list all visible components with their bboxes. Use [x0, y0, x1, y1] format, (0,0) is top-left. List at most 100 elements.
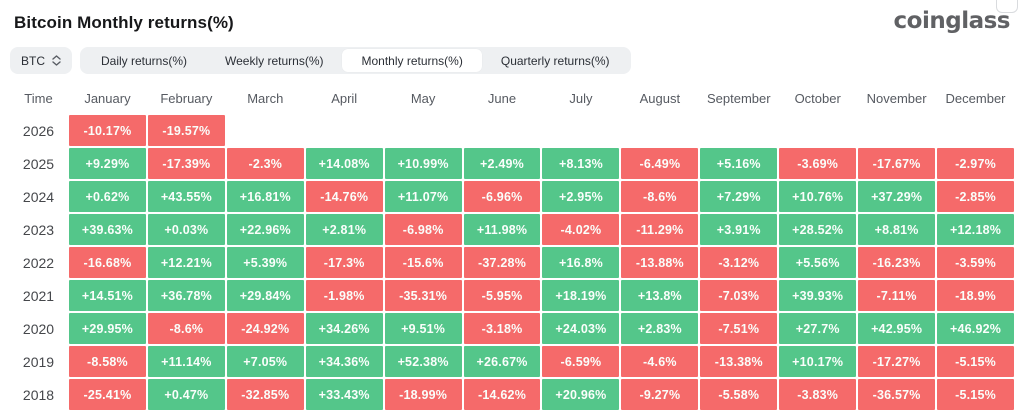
- col-header-december: December: [945, 90, 1006, 106]
- return-cell: [542, 115, 619, 146]
- tab-monthly-returns[interactable]: Monthly returns(%): [342, 49, 482, 73]
- return-cell: +0.47%: [147, 379, 225, 411]
- return-cell: +9.51%: [384, 313, 462, 345]
- return-cell: [937, 115, 1014, 146]
- return-cell: +39.93%: [779, 280, 857, 312]
- return-cell: +2.49%: [463, 148, 541, 180]
- return-cell: +24.03%: [542, 313, 620, 345]
- year-label-2018: 2018: [22, 386, 55, 403]
- return-cell: [227, 115, 304, 146]
- return-cell: -6.49%: [621, 148, 699, 180]
- return-cell: -8.6%: [621, 181, 699, 213]
- return-cell: -5.15%: [937, 346, 1014, 378]
- return-cell: -4.02%: [542, 214, 620, 246]
- return-cell: -24.92%: [226, 313, 304, 345]
- col-header-august: August: [639, 90, 681, 106]
- return-cell: [306, 115, 383, 146]
- return-cell: -2.3%: [226, 148, 304, 180]
- return-cell: -25.41%: [69, 379, 146, 411]
- return-cell: -17.27%: [858, 346, 936, 378]
- return-cell: +22.96%: [226, 214, 304, 246]
- return-cell: +10.76%: [779, 181, 857, 213]
- return-cell: -2.97%: [937, 148, 1014, 180]
- return-cell: +11.98%: [463, 214, 541, 246]
- return-cell: +10.17%: [779, 346, 857, 378]
- return-cell: -6.98%: [384, 214, 462, 246]
- return-cell: +14.08%: [305, 148, 383, 180]
- return-cell: +36.78%: [147, 280, 225, 312]
- return-cell: +5.56%: [779, 247, 857, 279]
- col-header-july: July: [569, 90, 593, 106]
- return-cell: -18.9%: [937, 280, 1014, 312]
- return-cell: [700, 115, 777, 146]
- return-cell: [858, 115, 935, 146]
- return-cell: -36.57%: [858, 379, 936, 411]
- tab-group: Daily returns(%) Weekly returns(%) Monthly…: [80, 47, 631, 75]
- year-label-2023: 2023: [22, 221, 55, 238]
- return-cell: +5.39%: [226, 247, 304, 279]
- return-cell: -35.31%: [384, 280, 462, 312]
- return-cell: +39.63%: [69, 214, 146, 246]
- returns-table: Time January February March April May June July…: [0, 83, 1024, 411]
- return-cell: -10.17%: [69, 115, 146, 147]
- return-cell: +42.95%: [858, 313, 936, 345]
- corner-icon[interactable]: [996, 0, 1018, 13]
- coinglass-logo[interactable]: coinglass: [893, 8, 1011, 34]
- return-cell: +26.67%: [463, 346, 541, 378]
- return-cell: -17.39%: [147, 148, 225, 180]
- return-cell: +14.51%: [69, 280, 146, 312]
- return-cell: +46.92%: [937, 313, 1014, 345]
- year-label-2024: 2024: [22, 188, 55, 205]
- return-cell: [779, 115, 856, 146]
- return-cell: +12.18%: [937, 214, 1014, 246]
- return-cell: -4.6%: [621, 346, 699, 378]
- return-cell: -32.85%: [226, 379, 304, 411]
- return-cell: +2.81%: [305, 214, 383, 246]
- return-cell: +29.95%: [69, 313, 146, 345]
- return-cell: -5.15%: [937, 379, 1014, 411]
- return-cell: +29.84%: [226, 280, 304, 312]
- return-cell: -14.76%: [305, 181, 383, 213]
- return-cell: -3.12%: [700, 247, 778, 279]
- return-cell: +7.05%: [226, 346, 304, 378]
- year-label-2021: 2021: [22, 287, 55, 304]
- col-header-time: Time: [24, 90, 53, 106]
- return-cell: [385, 115, 462, 146]
- return-cell: -14.62%: [463, 379, 541, 411]
- return-cell: +34.36%: [305, 346, 383, 378]
- return-cell: -8.6%: [147, 313, 225, 345]
- col-header-october: October: [794, 90, 841, 106]
- return-cell: -37.28%: [463, 247, 541, 279]
- col-header-june: June: [487, 90, 517, 106]
- return-cell: -16.68%: [69, 247, 146, 279]
- return-cell: +11.07%: [384, 181, 462, 213]
- return-cell: -13.38%: [700, 346, 778, 378]
- return-cell: -19.57%: [147, 115, 225, 147]
- return-cell: +52.38%: [384, 346, 462, 378]
- return-cell: +2.95%: [542, 181, 620, 213]
- toolbar: BTC Daily returns(%) Weekly returns(%) Mon…: [10, 47, 1014, 75]
- return-cell: +11.14%: [147, 346, 225, 378]
- return-cell: +16.81%: [226, 181, 304, 213]
- return-cell: +8.81%: [858, 214, 936, 246]
- col-header-march: March: [247, 90, 284, 106]
- return-cell: -18.99%: [384, 379, 462, 411]
- year-label-2026: 2026: [22, 122, 55, 139]
- col-header-november: November: [866, 90, 927, 106]
- return-cell: +2.83%: [621, 313, 699, 345]
- tab-daily-returns[interactable]: Daily returns(%): [82, 49, 206, 72]
- return-cell: [621, 115, 698, 146]
- col-header-may: May: [410, 90, 436, 106]
- symbol-selector[interactable]: BTC: [10, 47, 72, 75]
- return-cell: +5.16%: [700, 148, 778, 180]
- col-header-april: April: [331, 90, 358, 106]
- return-cell: -9.27%: [621, 379, 699, 411]
- return-cell: +12.21%: [147, 247, 225, 279]
- tab-quarterly-returns[interactable]: Quarterly returns(%): [482, 49, 629, 72]
- tab-weekly-returns[interactable]: Weekly returns(%): [206, 49, 342, 72]
- year-label-2022: 2022: [22, 254, 55, 271]
- page-title: Bitcoin Monthly returns(%): [14, 13, 234, 32]
- year-label-2019: 2019: [22, 353, 55, 370]
- return-cell: -16.23%: [858, 247, 936, 279]
- return-cell: -2.85%: [937, 181, 1014, 213]
